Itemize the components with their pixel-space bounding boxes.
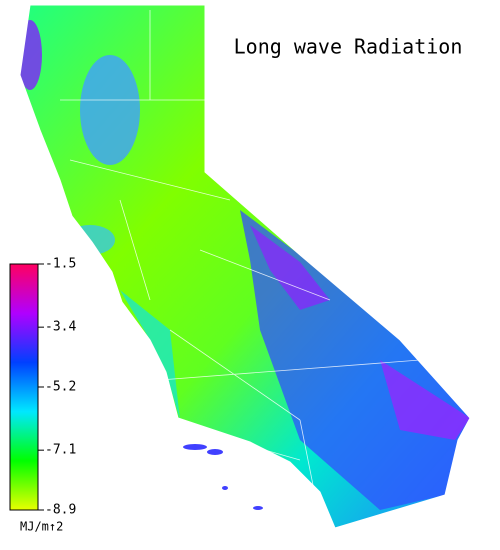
colorbar-tick-label: -3.4 <box>45 320 76 335</box>
colorbar-tick-label: -8.9 <box>45 503 76 518</box>
colorbar-tick-label: -1.5 <box>45 257 76 272</box>
colorbar-tick-label: -5.2 <box>45 380 76 395</box>
county-lines <box>60 5 421 521</box>
california-map <box>19 4 471 529</box>
radiation-overlay <box>20 20 470 510</box>
colorbar-tick-label: -7.1 <box>45 443 76 458</box>
colorbar <box>9 263 39 511</box>
colorbar-unit: MJ/m↑2 <box>20 520 63 534</box>
map-title: Long wave Radiation <box>234 35 463 59</box>
islands <box>183 444 263 510</box>
